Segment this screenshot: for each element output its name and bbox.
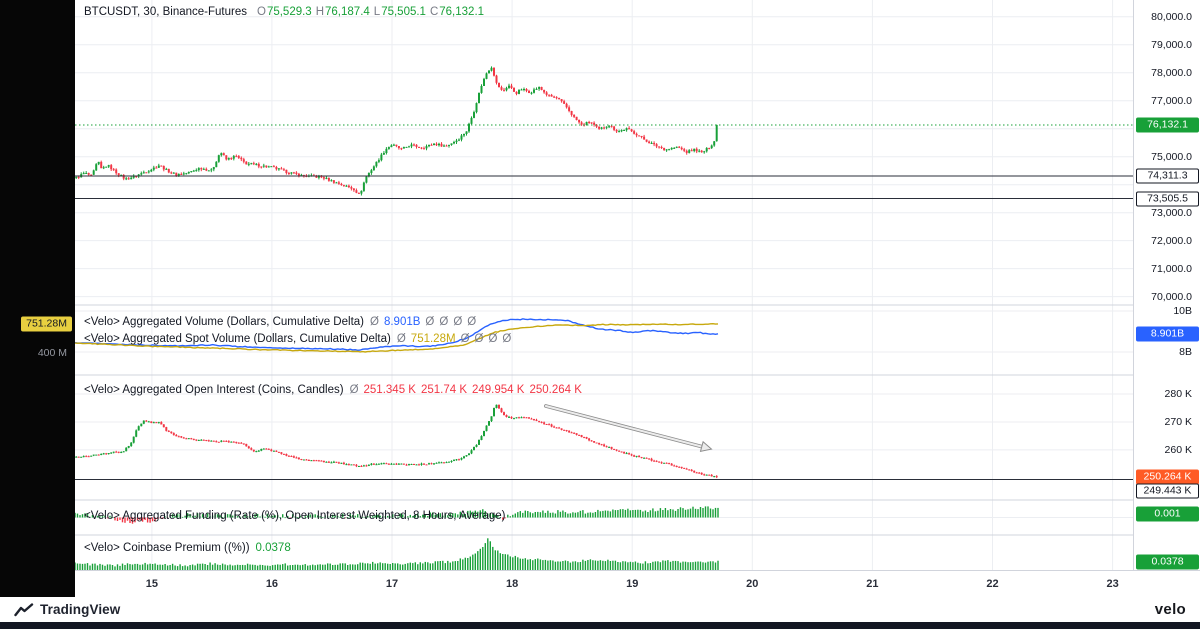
- premium-badge: 0.0378: [1136, 554, 1199, 570]
- ohlc-key: L: [373, 6, 381, 18]
- ohlc-pair: C76,132.1: [430, 6, 484, 18]
- axis-tick-label: 71,000.0: [1151, 262, 1192, 275]
- time-axis-label: 16: [265, 578, 279, 590]
- legend-value: 0.0378: [255, 542, 291, 554]
- bottom-bar: [0, 622, 1200, 629]
- legend-value: 249.954 K: [472, 384, 525, 396]
- ohlc-pair: H76,187.4: [316, 6, 370, 18]
- chart-pane-stack[interactable]: BTCUSDT, 30, Binance-Futures O75,529.3 H7…: [75, 0, 1133, 570]
- axis-tick-label: 260 K: [1164, 443, 1192, 456]
- ohlc-key: H: [315, 6, 325, 18]
- last-price-badge: 76,132.1: [1136, 117, 1199, 133]
- legend-value: Ø: [370, 316, 379, 328]
- legend-value: Ø: [474, 333, 484, 345]
- chart-canvas[interactable]: [75, 0, 1133, 570]
- price-legend[interactable]: BTCUSDT, 30, Binance-Futures O75,529.3 H7…: [84, 6, 484, 18]
- indicator-values: Ø 751.28M Ø Ø Ø Ø: [397, 333, 512, 345]
- axis-tick-label: 79,000.0: [1151, 38, 1192, 51]
- legend-value: Ø: [453, 316, 463, 328]
- axis-tick-label: 280 K: [1164, 388, 1192, 401]
- legend-value: Ø: [502, 333, 512, 345]
- legend-value: Ø: [460, 333, 470, 345]
- legend-value: Ø: [396, 333, 406, 345]
- legend-value: 251.74 K: [420, 384, 467, 396]
- ohlc-value: 76,187.4: [325, 6, 370, 18]
- indicator-values: 0.0378: [256, 542, 291, 554]
- premium-legend[interactable]: <Velo> Coinbase Premium ((%)) 0.0378: [84, 542, 291, 554]
- open-interest-badge: 250.264 K: [1136, 469, 1199, 485]
- axis-tick-label: 8B: [1179, 346, 1192, 358]
- volume-legend-row-1[interactable]: <Velo> Aggregated Volume (Dollars, Cumul…: [84, 316, 476, 328]
- spot-volume-axis-badge: 751.28M: [21, 316, 72, 332]
- time-axis-label: 17: [385, 578, 399, 590]
- time-scale[interactable]: 15 16 17 18 19 20 21 22 23: [75, 570, 1200, 597]
- indicator-values: Ø 251.345 K 251.74 K 249.954 K 250.264 K: [350, 384, 582, 396]
- axis-tick-label: 270 K: [1164, 415, 1192, 428]
- left-axis-tick-label: 400 M: [37, 347, 67, 359]
- tradingview-logo-icon: [14, 602, 34, 616]
- time-axis-label: 19: [626, 578, 639, 590]
- symbol-title: BTCUSDT, 30, Binance-Futures: [84, 6, 247, 18]
- ohlc-value: 76,132.1: [439, 6, 485, 18]
- legend-value: Ø: [439, 316, 449, 328]
- ohlc-key: O: [256, 6, 266, 18]
- ohlc-value: 75,505.1: [381, 6, 426, 18]
- price-level-label: 73,505.5: [1136, 191, 1199, 207]
- axis-tick-label: 10B: [1173, 304, 1192, 317]
- ohlc-value: 75,529.3: [266, 6, 312, 18]
- axis-tick-label: 70,000.0: [1151, 290, 1192, 303]
- time-axis-label: 15: [145, 578, 158, 590]
- volume-delta-badge: 8.901B: [1136, 326, 1199, 341]
- time-axis-label: 18: [506, 578, 519, 590]
- time-axis-label: 21: [866, 578, 879, 590]
- legend-value: Ø: [488, 333, 498, 345]
- tradingview-logo[interactable]: TradingView: [14, 602, 120, 617]
- footer: TradingView velo: [0, 597, 1200, 622]
- velo-logo[interactable]: velo: [1154, 601, 1186, 618]
- time-axis-label: 23: [1106, 578, 1119, 590]
- price-level-label: 74,311.3: [1136, 168, 1199, 184]
- indicator-values: Ø 8.901B Ø Ø Ø Ø: [370, 316, 476, 328]
- open-interest-level-label: 249.443 K: [1136, 483, 1199, 499]
- legend-value: Ø: [425, 316, 435, 328]
- axis-tick-label: 78,000.0: [1151, 66, 1192, 79]
- left-margin: 751.28M 400 M: [0, 0, 75, 597]
- indicator-title: <Velo> Aggregated Volume (Dollars, Cumul…: [84, 316, 364, 328]
- ohlc-pair: L75,505.1: [374, 6, 426, 18]
- ohlc-pair: O75,529.3: [257, 6, 312, 18]
- indicator-title: <Velo> Coinbase Premium ((%)): [84, 542, 250, 554]
- price-scale[interactable]: 80,000.0 79,000.0 78,000.0 77,000.0 75,000.0…: [1133, 0, 1200, 570]
- indicator-title: <Velo> Aggregated Spot Volume (Dollars, …: [84, 333, 391, 345]
- legend-value: 751.28M: [410, 333, 456, 345]
- volume-legend-row-2[interactable]: <Velo> Aggregated Spot Volume (Dollars, …: [84, 333, 511, 345]
- axis-tick-label: 77,000.0: [1151, 94, 1192, 107]
- indicator-title: <Velo> Aggregated Funding (Rate (%), Ope…: [84, 510, 506, 522]
- funding-legend[interactable]: <Velo> Aggregated Funding (Rate (%), Ope…: [84, 510, 512, 522]
- open-interest-legend[interactable]: <Velo> Aggregated Open Interest (Coins, …: [84, 384, 582, 396]
- indicator-title: <Velo> Aggregated Open Interest (Coins, …: [84, 384, 344, 396]
- ohlc-key: C: [429, 6, 439, 18]
- legend-value: 251.345 K: [363, 384, 416, 396]
- axis-tick-label: 80,000.0: [1151, 10, 1192, 23]
- legend-value: Ø: [467, 316, 477, 328]
- funding-badge: 0.001: [1136, 506, 1199, 522]
- axis-tick-label: 75,000.0: [1151, 150, 1192, 163]
- time-axis-label: 20: [746, 578, 759, 590]
- ohlc-values: O75,529.3 H76,187.4 L75,505.1 C76,132.1: [253, 6, 484, 18]
- legend-value: Ø: [349, 384, 359, 396]
- axis-tick-label: 72,000.0: [1151, 234, 1192, 247]
- time-axis-label: 22: [986, 578, 999, 590]
- tradingview-logo-text: TradingView: [40, 602, 121, 617]
- axis-tick-label: 73,000.0: [1151, 206, 1192, 219]
- legend-value: 250.264 K: [529, 384, 582, 396]
- legend-value: 8.901B: [383, 316, 421, 328]
